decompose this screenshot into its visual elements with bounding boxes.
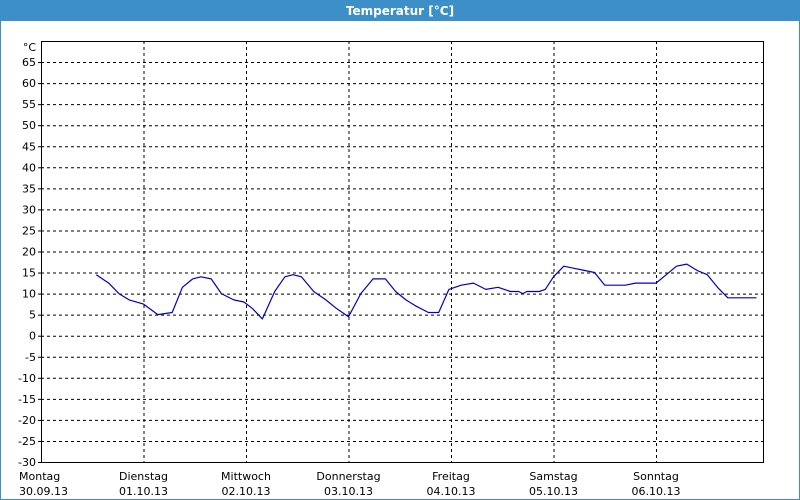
y-tick-label: 5 [29,309,36,322]
x-day-label: Dienstag [119,470,168,483]
y-tick-label: -5 [25,351,36,364]
y-tick-label: 25 [22,224,36,237]
y-tick-label: 65 [22,56,36,69]
y-tick-label: -25 [18,435,36,448]
y-tick-label: 15 [22,267,36,280]
y-tick-label: 35 [22,182,36,195]
x-date-label: 02.10.13 [222,485,271,498]
x-day-label: Samstag [529,470,577,483]
y-tick-label: 55 [22,98,36,111]
x-day-label: Sonntag [633,470,679,483]
x-date-label: 30.09.13 [19,485,68,498]
x-date-label: 04.10.13 [427,485,476,498]
x-date-label: 05.10.13 [529,485,578,498]
x-date-label: 06.10.13 [632,485,681,498]
temperature-line [95,263,757,320]
y-tick-label: 50 [22,119,36,132]
y-tick-label: 0 [29,330,36,343]
x-day-label: Montag [19,470,60,483]
y-tick-label: -20 [18,414,36,427]
y-tick-label: 40 [22,161,36,174]
x-date-label: 01.10.13 [119,485,168,498]
plot-border [41,41,764,463]
y-tick-label: -15 [18,393,36,406]
x-day-label: Donnerstag [316,470,380,483]
y-tick-label: -30 [18,456,36,469]
y-tick-label: 45 [22,140,36,153]
y-tick-label: 10 [22,288,36,301]
x-date-label: 03.10.13 [324,485,373,498]
y-unit-label: °C [23,41,37,54]
x-day-label: Mittwoch [221,470,271,483]
y-tick-label: 20 [22,246,36,259]
x-day-label: Freitag [432,470,470,483]
y-tick-label: -10 [18,372,36,385]
y-tick-label: 60 [22,77,36,90]
chart-title: Temperatur [°C] [1,1,799,21]
y-tick-label: 30 [22,203,36,216]
